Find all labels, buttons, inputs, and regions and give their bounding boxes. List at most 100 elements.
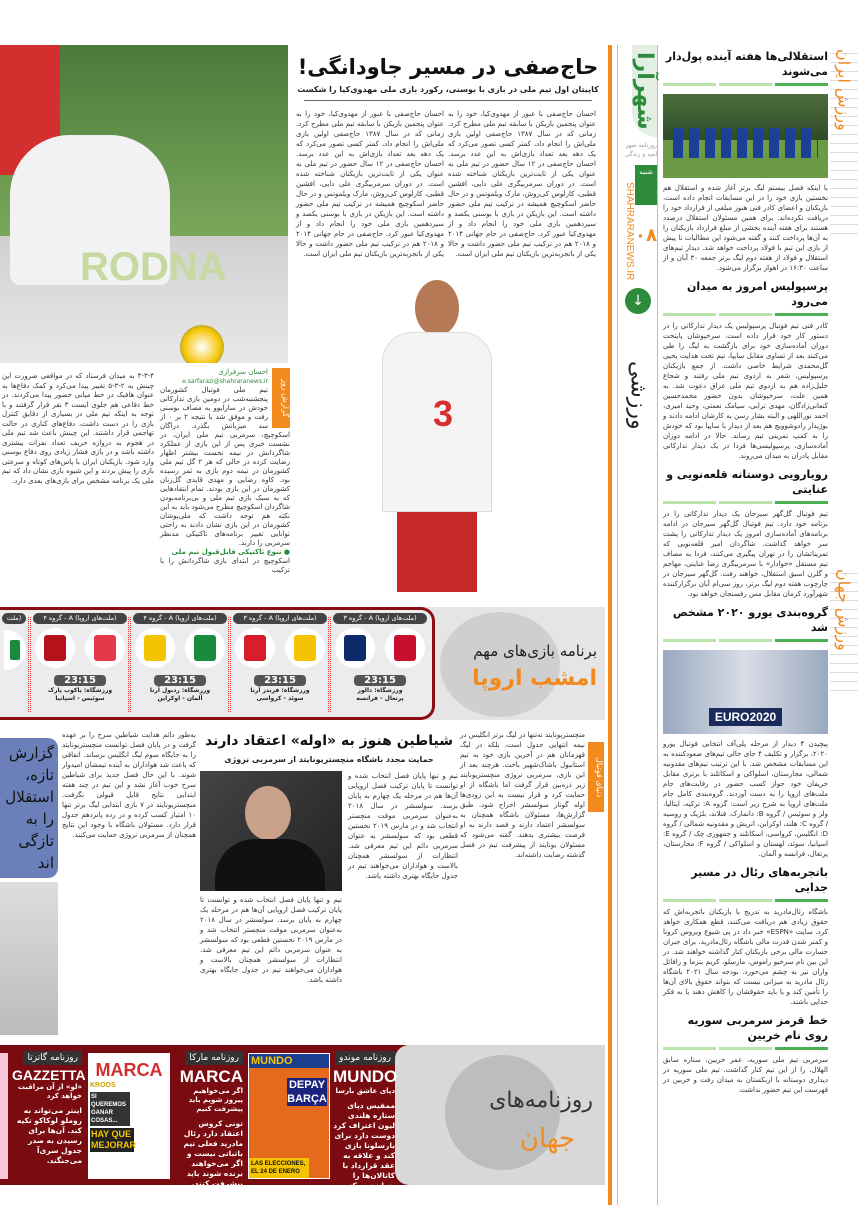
team-crest-icon: [4, 630, 26, 670]
teams: سوئد - کرواسی: [256, 695, 304, 702]
stadium: ورزشگاه: دالوز: [357, 687, 403, 694]
down-arrow-icon: ↓: [625, 288, 651, 314]
column-bullet-body: اسکوچیچ در ابتدای بازی شاگردانش را با تر…: [160, 557, 290, 574]
article-title: استقلالی‌ها هفته آینده پول‌دار می‌شوند: [665, 50, 828, 78]
national-team-match-photo: RODNA: [0, 45, 288, 363]
section-name: ورزشی: [625, 361, 651, 430]
world-newspapers-band: روزنامه‌های جهان روزنامه موندو MUNDO دپا…: [0, 1045, 605, 1190]
team-crest-icon: [335, 628, 375, 668]
team-crest-icon: [285, 628, 325, 668]
divider: [328, 617, 331, 712]
article-title: گروه‌بندی یورو ۲۰۲۰ مشخص شد: [672, 606, 828, 634]
team-crest-icon: [235, 628, 275, 668]
article-body: تیم فوتبال گل‌گهر سیرجان یک دیدار تدارکا…: [663, 510, 828, 598]
column-body: تیم ملی فوتبال کشورمان پنجشنبه‌شب در دوم…: [160, 386, 290, 547]
globe-icon: [445, 1055, 560, 1170]
united-article: شیاطین هنوز به «اوله» اعتقاد دارند حمایت…: [200, 732, 458, 985]
europe-title-bottom: امشب اروپا: [472, 666, 597, 691]
fixture-card: (ملت‌های اروپا) A - گروه ۴ 23:15 ورزشگاه…: [130, 607, 230, 703]
world-football-label: دنیای فوتبال: [588, 742, 604, 812]
logo: شهرآرا: [632, 45, 657, 137]
fixture-group: (ملت: [2, 613, 26, 624]
hajsafi-photo: 3: [382, 280, 492, 605]
divider: [128, 617, 131, 712]
united-body-col2: تیم و تنها پایان فصل انتخاب شده و توانست…: [200, 896, 342, 984]
divider: [663, 313, 828, 316]
fixture-card: (ملت‌های اروپا) A - گروه ۳ 23:15 ورزشگاه…: [230, 607, 330, 703]
marca-cover: MARCA KROOS SI QUEREMOS GANAR COSAS... H…: [88, 1053, 170, 1179]
side-label-world: ورزش جهان: [830, 565, 858, 695]
team-crest-icon: [35, 628, 75, 668]
kickoff-time: 23:15: [354, 675, 406, 686]
newspapers-title-top: روزنامه‌های: [489, 1088, 593, 1113]
europe-title-top: برنامه بازی‌های مهم: [473, 642, 597, 660]
europe-fixtures-band: برنامه بازی‌های مهم امشب اروپا (ملت‌های …: [0, 607, 605, 720]
right-article-a6: خط قرمز سرمربی سوریه روی نام خربین سرمربی…: [663, 1013, 828, 1095]
newspapers-title-bottom: جهان: [519, 1124, 575, 1154]
stadium: ورزشگاه: یاکوب پارک: [47, 687, 113, 694]
article-body: باشگاه رئال‌مادرید به تدریج با بازیکنان …: [663, 908, 828, 1006]
main-article-subtitle: کاپیتان اول تیم ملی در بازی با بوسنی، رک…: [297, 85, 599, 94]
mundo-cover: MUNDO DEPAY BARÇA LAS ELECCIONES, EL 24 …: [248, 1053, 330, 1179]
orange-rule: [608, 45, 612, 1205]
solskjaer-photo: [200, 771, 342, 891]
divider: [228, 617, 231, 712]
kickoff-time: 23:15: [154, 675, 206, 686]
player-white-kit: [10, 135, 170, 285]
fixture-group: (ملت‌های اروپا) A - گروه ۴: [133, 613, 227, 624]
globe-icon: [440, 612, 560, 717]
divider: [663, 639, 828, 642]
kickoff-time: 23:15: [54, 675, 106, 686]
united-side-body: منچستریونایتد نه‌تنها در لیگ برتر انگلیس…: [460, 731, 585, 859]
newspaper-gazzetta: روزنامه گاتزتا GAZZETTA «لو» از آن مراقب…: [12, 1051, 86, 1165]
ad-board-text: RODNA: [80, 245, 227, 289]
left-strip: گزارش تازه، استقلال را به تازگی اند: [0, 738, 58, 1035]
left-column-body: ۳-۳-۴ به میدان فرستاد که در مواقعی ضرورت…: [2, 372, 154, 485]
site-url: SHAHRARANEWS.IR: [624, 181, 635, 280]
article-title: باتجربه‌های رئال در مسیر جدایی: [691, 866, 828, 894]
right-article-a4: گروه‌بندی یورو ۲۰۲۰ مشخص شد EURO2020 پیچید…: [663, 605, 828, 859]
kickoff-time: 23:15: [254, 675, 306, 686]
gazzetta-cover: [0, 1053, 8, 1179]
fixture-group: (ملت‌های اروپا) A - گروه ۴: [33, 613, 127, 624]
newspaper-mundo: روزنامه موندو MUNDO دپای عاشق بارسا ممفی…: [333, 1051, 398, 1190]
united-title: شیاطین هنوز به «اوله» اعتقاد دارند: [205, 733, 453, 749]
article-body: کادر فنی تیم فوتبال پرسپولیس یک دیدار تد…: [663, 322, 828, 460]
team-crest-icon: [135, 628, 175, 668]
blue-box: گزارش تازه، استقلال را به تازگی اند: [0, 738, 58, 878]
right-article-a3: رویارویی دوستانه قلعه‌نویی و عنایتی تیم ف…: [663, 467, 828, 599]
fixture-group: (ملت‌های اروپا) A - گروه ۳: [233, 613, 327, 624]
main-article: حاج‌صفی در مسیر جاودانگی! کاپیتان اول تی…: [292, 50, 604, 605]
article-body: با اینکه فصل بیستم لیگ برتر آغاز شده و ا…: [663, 184, 828, 272]
side-label-iran: ورزش ایران: [830, 45, 858, 235]
article-title: رویارویی دوستانه قلعه‌نویی و عنایتی: [666, 468, 828, 496]
teams: پرتغال - فرانسه: [356, 695, 404, 702]
page-number: ۰۸: [635, 225, 657, 246]
euro2020-trophy-photo: EURO2020: [663, 650, 828, 734]
divider: [663, 1047, 828, 1050]
divider: [28, 617, 31, 712]
report-column: گزارش روز احسان سرفرازی e.sarfarazi@shah…: [160, 368, 290, 575]
divider: [663, 899, 828, 902]
united-body: تیم و تنها پایان فصل انتخاب شده و توانست…: [348, 772, 458, 880]
fixture-card: (ملت‌های اروپا) A - گروه ۴ 23:15 ورزشگاه…: [30, 607, 130, 703]
team-crest-icon: [185, 628, 225, 668]
article-body: پیچیدن ۴ دیدار از مرحله پلی‌آف انتخابی ف…: [663, 740, 829, 858]
right-article-a1: استقلالی‌ها هفته آینده پول‌دار می‌شوند با…: [663, 49, 828, 273]
tagline: روزنامه شهر امید و زندگی: [624, 142, 657, 158]
column-email: e.sarfarazi@shahraranews.ir: [182, 378, 268, 385]
stadium: ورزشگاه: ردبول آرنا: [149, 687, 211, 694]
column-bullet: ● تنوع تاکتیکی قابل‌قبول تیم ملی: [171, 548, 290, 556]
article-body: سرمربی تیم ملی سوریه، عمر خربین، ستاره س…: [663, 1056, 828, 1094]
masthead: شهرآرا روزنامه شهر امید و زندگی شنبه ۰۸ …: [619, 45, 657, 430]
fixture-card: (ملت: [2, 607, 26, 670]
divider: [663, 83, 828, 86]
main-article-title: حاج‌صفی در مسیر جاودانگی!: [297, 55, 599, 79]
esteghlal-training-photo: [663, 94, 828, 178]
fixture-group: (ملت‌های اروپا) A - گروه ۳: [333, 613, 427, 624]
day-box: شنبه: [635, 165, 657, 205]
main-article-body-col2: احسان حاج‌صفی با عبور از مهدوی‌کیا، خود …: [296, 110, 444, 258]
right-column: استقلالی‌ها هفته آینده پول‌دار می‌شوند با…: [663, 45, 828, 1101]
team-crest-icon: [385, 628, 425, 668]
fixture-card: (ملت‌های اروپا) A - گروه ۳ 23:15 ورزشگاه…: [330, 607, 430, 703]
